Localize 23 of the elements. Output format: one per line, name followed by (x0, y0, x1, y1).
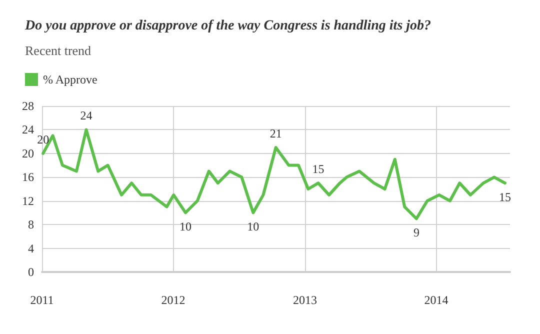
x-tick-label: 2011 (30, 293, 54, 307)
chart-subtitle: Recent trend (25, 43, 92, 58)
data-label: 15 (312, 162, 324, 176)
y-tick-label: 24 (22, 122, 34, 137)
chart-title: Do you approve or disapprove of the way Congress is handling its job? (24, 18, 432, 34)
y-tick-label: 8 (28, 218, 34, 232)
data-label: 24 (80, 108, 92, 123)
y-tick-label: 12 (22, 194, 34, 208)
data-label: 15 (498, 190, 511, 204)
data-label: 20 (37, 132, 50, 146)
x-tick-label: 2014 (424, 293, 448, 307)
legend-label: % Approve (43, 72, 98, 86)
data-label: 10 (180, 220, 192, 234)
y-tick-label: 28 (22, 99, 34, 113)
y-tick-label: 16 (22, 170, 34, 184)
y-tick-label: 4 (28, 241, 34, 256)
data-label: 9 (413, 226, 420, 240)
x-tick-label: 2012 (161, 293, 186, 307)
data-label: 21 (270, 126, 282, 140)
x-tick-label: 2013 (292, 293, 317, 307)
y-tick-label: 0 (28, 265, 34, 279)
y-tick-label: 20 (22, 146, 34, 160)
data-label: 10 (247, 220, 260, 234)
